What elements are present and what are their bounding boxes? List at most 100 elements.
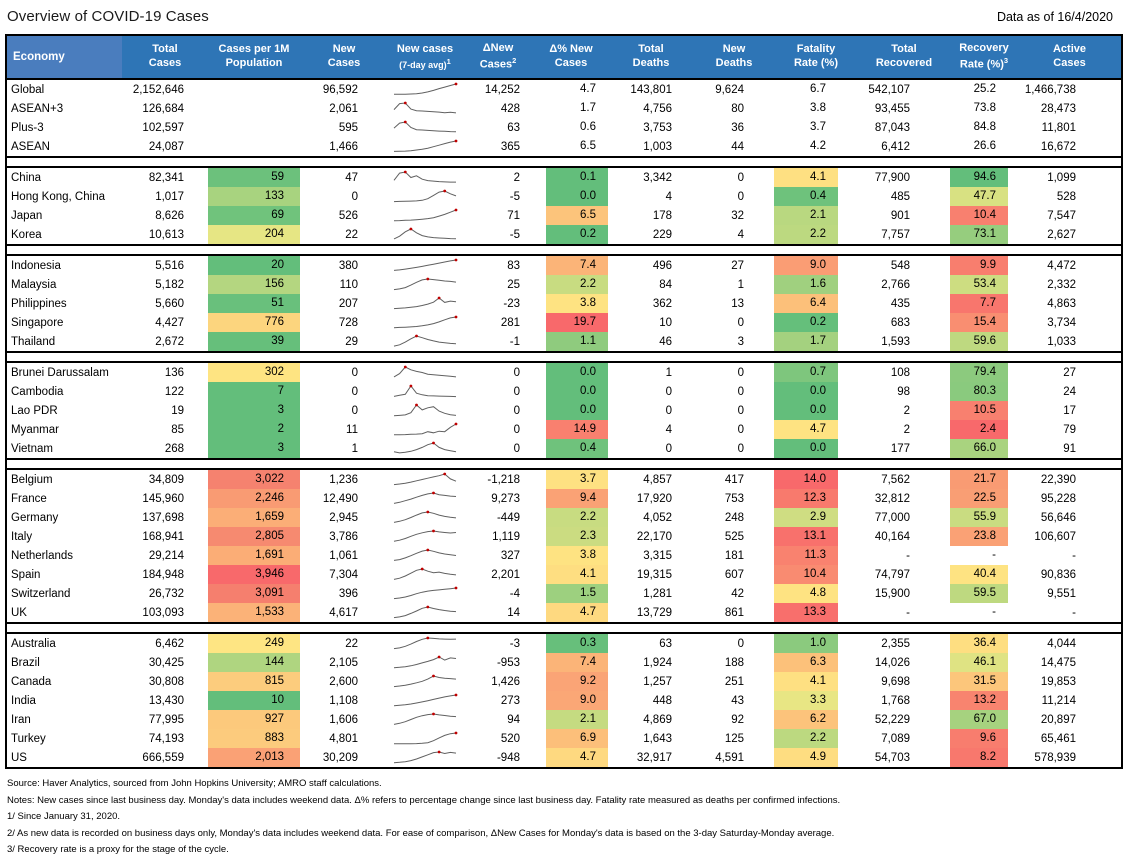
cell-total-recovered: 901 xyxy=(890,209,910,222)
sparkline-peak-marker xyxy=(443,472,447,476)
heatmap-cell: 7 xyxy=(208,382,300,401)
heatmap-cell: 4.8 xyxy=(774,584,838,603)
cell-delta-new-cases: -3 xyxy=(509,637,520,650)
cell-delta-pct-new-cases: 0.3 xyxy=(534,633,608,653)
row-switzerland: Switzerland 26,732 3,091 396 -4 1.5 1,281 42 4.8… xyxy=(6,584,1122,603)
cell-delta-new-cases: 14 xyxy=(507,606,520,619)
heatmap-cell: 59 xyxy=(208,168,300,187)
cell-recovery-rate: 53.4 xyxy=(950,275,1018,294)
cell-cases-per-1m: 3,022 xyxy=(208,469,300,489)
cell-fatality-rate: 13.1 xyxy=(774,527,858,546)
cell-new-cases: 4,617 xyxy=(329,606,358,619)
heatmap-cell: 26.6 xyxy=(973,140,996,152)
cell-total-recovered: 40,164 xyxy=(874,530,910,543)
heatmap-cell: 0.0 xyxy=(774,439,838,458)
heatmap-cell: 2 xyxy=(208,420,300,439)
cell-total-cases: 268 xyxy=(164,442,184,455)
row-global: Global 2,152,646 96,592 14,252 4.7 143,801 9,6… xyxy=(6,79,1122,99)
cell-active-cases: 4,863 xyxy=(1047,297,1076,310)
new-cases-sparkline xyxy=(393,605,457,619)
cell-economy: Thailand xyxy=(11,335,56,348)
heatmap-cell: 1,659 xyxy=(208,508,300,527)
cell-new-deaths: 125 xyxy=(724,732,744,745)
sparkline-peak-marker xyxy=(437,655,441,659)
heatmap-cell: 4.7 xyxy=(546,603,608,622)
heatmap-cell: 0.0 xyxy=(546,401,608,420)
cell-delta-new-cases: 365 xyxy=(500,140,520,153)
cell-active-cases: 95,228 xyxy=(1040,492,1076,505)
heatmap-cell: 7.4 xyxy=(546,653,608,672)
cell-new-cases: 0 xyxy=(351,404,358,417)
row-japan: Japan 8,626 69 526 71 6.5 178 32 2.1 901 10.4 7,547 xyxy=(6,206,1122,225)
cell-new-cases: 0 xyxy=(351,385,358,398)
heatmap-cell: 3,091 xyxy=(208,584,300,603)
cell-new-cases: 2,945 xyxy=(329,511,358,524)
cell-total-deaths: 0 xyxy=(665,404,672,417)
heatmap-cell: 4.7 xyxy=(774,420,838,439)
cell-recovery-rate: 9.9 xyxy=(950,255,1018,275)
cell-economy: Cambodia xyxy=(11,385,64,398)
cell-delta-pct-new-cases: 7.4 xyxy=(534,653,608,672)
cell-recovery-rate: 46.1 xyxy=(950,653,1018,672)
cell-economy: Philippines xyxy=(11,297,67,310)
heatmap-cell: 11.3 xyxy=(774,546,838,565)
row-italy: Italy 168,941 2,805 3,786 1,119 2.3 22,170 525 1… xyxy=(6,527,1122,546)
table-header: Economy Total Cases Cases per 1M Population N… xyxy=(6,35,1122,79)
cell-new-deaths: 4 xyxy=(737,228,744,241)
new-cases-sparkline xyxy=(393,139,458,152)
heatmap-cell: 46.1 xyxy=(950,653,1008,672)
cell-new-deaths: 92 xyxy=(731,713,744,726)
new-cases-sparkline xyxy=(393,750,457,764)
heatmap-cell: 9.0 xyxy=(774,256,838,275)
heatmap-cell: 4.1 xyxy=(774,672,838,691)
sparkline-peak-marker xyxy=(409,227,413,231)
heatmap-cell: 3 xyxy=(208,439,300,458)
cell-delta-pct-new-cases: 3.8 xyxy=(534,546,608,565)
heatmap-cell: 47.7 xyxy=(950,187,1008,206)
row-brazil: Brazil 30,425 144 2,105 -953 7.4 1,924 188 6.3 14… xyxy=(6,653,1122,672)
heatmap-cell: 2,805 xyxy=(208,527,300,546)
col-header-total-deaths: Total Deaths xyxy=(608,35,694,79)
cell-delta-pct-new-cases: 6.5 xyxy=(534,206,608,225)
cell-active-cases: 528 xyxy=(1056,190,1076,203)
sparkline-peak-marker xyxy=(426,510,430,514)
sparkline-peak-marker xyxy=(454,586,458,590)
heatmap-cell: 10 xyxy=(208,691,300,710)
sparkline-peak-marker xyxy=(403,120,407,124)
new-cases-sparkline xyxy=(393,529,457,542)
cell-delta-new-cases: 94 xyxy=(507,713,520,726)
cell-new-cases: 0 xyxy=(351,190,358,203)
sparkline-peak-marker xyxy=(454,208,458,212)
cell-new-deaths: 0 xyxy=(737,385,744,398)
cell-total-deaths: 362 xyxy=(652,297,672,310)
cell-fatality-rate: 2.2 xyxy=(774,729,858,748)
cell-sparkline xyxy=(388,255,462,275)
heatmap-cell: 14.0 xyxy=(774,470,838,489)
cell-delta-new-cases: 520 xyxy=(500,732,520,745)
cell-cases-per-1m: 51 xyxy=(208,294,300,313)
cell-new-cases: 526 xyxy=(338,209,358,222)
cell-economy: Germany xyxy=(11,511,59,524)
heatmap-cell: 1.1 xyxy=(546,332,608,351)
heatmap-cell: 0.3 xyxy=(546,634,608,653)
cell-total-recovered: 2,766 xyxy=(881,278,910,291)
cell-economy: Singapore xyxy=(11,316,64,329)
block-separator xyxy=(6,157,1122,167)
separator-row xyxy=(6,157,1122,167)
notes-line: Notes: New cases since last business day… xyxy=(7,794,841,806)
cell-delta-pct-new-cases: 9.4 xyxy=(534,489,608,508)
cell-total-recovered: 2 xyxy=(903,404,910,417)
cell-delta-pct-new-cases: 19.7 xyxy=(534,313,608,332)
cell-fatality-rate: 0.0 xyxy=(774,401,858,420)
cell-total-recovered: 98 xyxy=(897,385,910,398)
heatmap-cell: 2,013 xyxy=(208,748,300,767)
cell-total-deaths: 4,756 xyxy=(643,102,672,115)
col-header-cases-per-1m: Cases per 1M Population xyxy=(208,35,300,79)
cell-active-cases: 17 xyxy=(1063,404,1076,417)
cell-active-cases: 19,853 xyxy=(1040,675,1076,688)
cell-recovery-rate: - xyxy=(950,603,1018,623)
new-cases-sparkline xyxy=(393,586,458,600)
data-as-of-label: Data as of 16/4/2020 xyxy=(996,10,1113,24)
row-thailand: Thailand 2,672 39 29 -1 1.1 46 3 1.7 1,593 59.6 1,0… xyxy=(6,332,1122,352)
cell-delta-new-cases: 83 xyxy=(507,259,520,272)
